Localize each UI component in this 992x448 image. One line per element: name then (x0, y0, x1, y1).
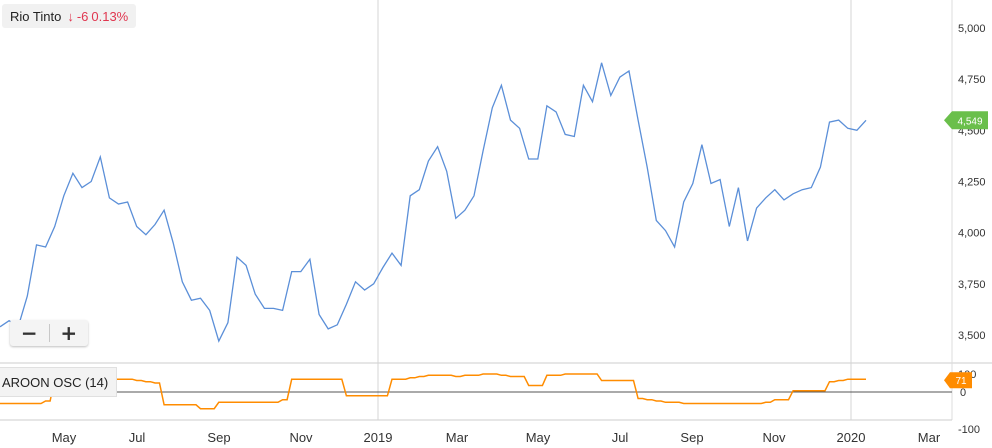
osc-tick-label: 0 (960, 387, 966, 399)
instrument-label: Rio Tinto ↓ -6 0.13% (2, 4, 137, 28)
price-tick-label: 4,750 (958, 74, 986, 86)
osc-tick-label: -100 (958, 424, 980, 436)
price-last-tag (944, 111, 988, 130)
arrow-down-icon: ↓ (67, 8, 74, 24)
x-tick-label: Jul (612, 430, 629, 445)
change-indicator: ↓ -6 0.13% (67, 9, 128, 24)
x-tick-label: Nov (762, 430, 786, 445)
price-tick-label: 4,000 (958, 228, 986, 240)
zoom-in-button[interactable]: + (60, 321, 78, 345)
x-tick-label: Sep (207, 430, 230, 445)
zoom-control: − + (10, 320, 88, 346)
x-tick-label: Mar (446, 430, 469, 445)
x-tick-label: 2020 (837, 430, 866, 445)
x-tick-label: Jul (129, 430, 146, 445)
change-value: -6 (76, 8, 89, 24)
x-tick-label: May (52, 430, 77, 445)
zoom-out-button[interactable]: − (20, 321, 38, 345)
indicator-label[interactable]: AROON OSC (14) (0, 367, 118, 397)
price-tick-label: 3,750 (958, 279, 986, 291)
price-tick-label: 4,250 (958, 177, 986, 189)
x-tick-label: Mar (918, 430, 941, 445)
price-series-line (0, 62, 867, 343)
price-last-value: 4,549 (957, 116, 982, 127)
osc-last-value: 71 (955, 376, 967, 387)
price-tick-label: 3,500 (958, 330, 986, 342)
x-tick-label: May (526, 430, 551, 445)
price-tick-label: 5,000 (958, 23, 986, 35)
osc-series-line (0, 373, 866, 410)
zoom-divider (48, 324, 50, 342)
change-percent: 0.13% (91, 8, 129, 24)
x-tick-label: Nov (289, 430, 313, 445)
instrument-name: Rio Tinto (10, 8, 62, 24)
x-tick-label: 2019 (364, 430, 393, 445)
osc-last-tag (944, 372, 972, 389)
x-tick-label: Sep (680, 430, 703, 445)
